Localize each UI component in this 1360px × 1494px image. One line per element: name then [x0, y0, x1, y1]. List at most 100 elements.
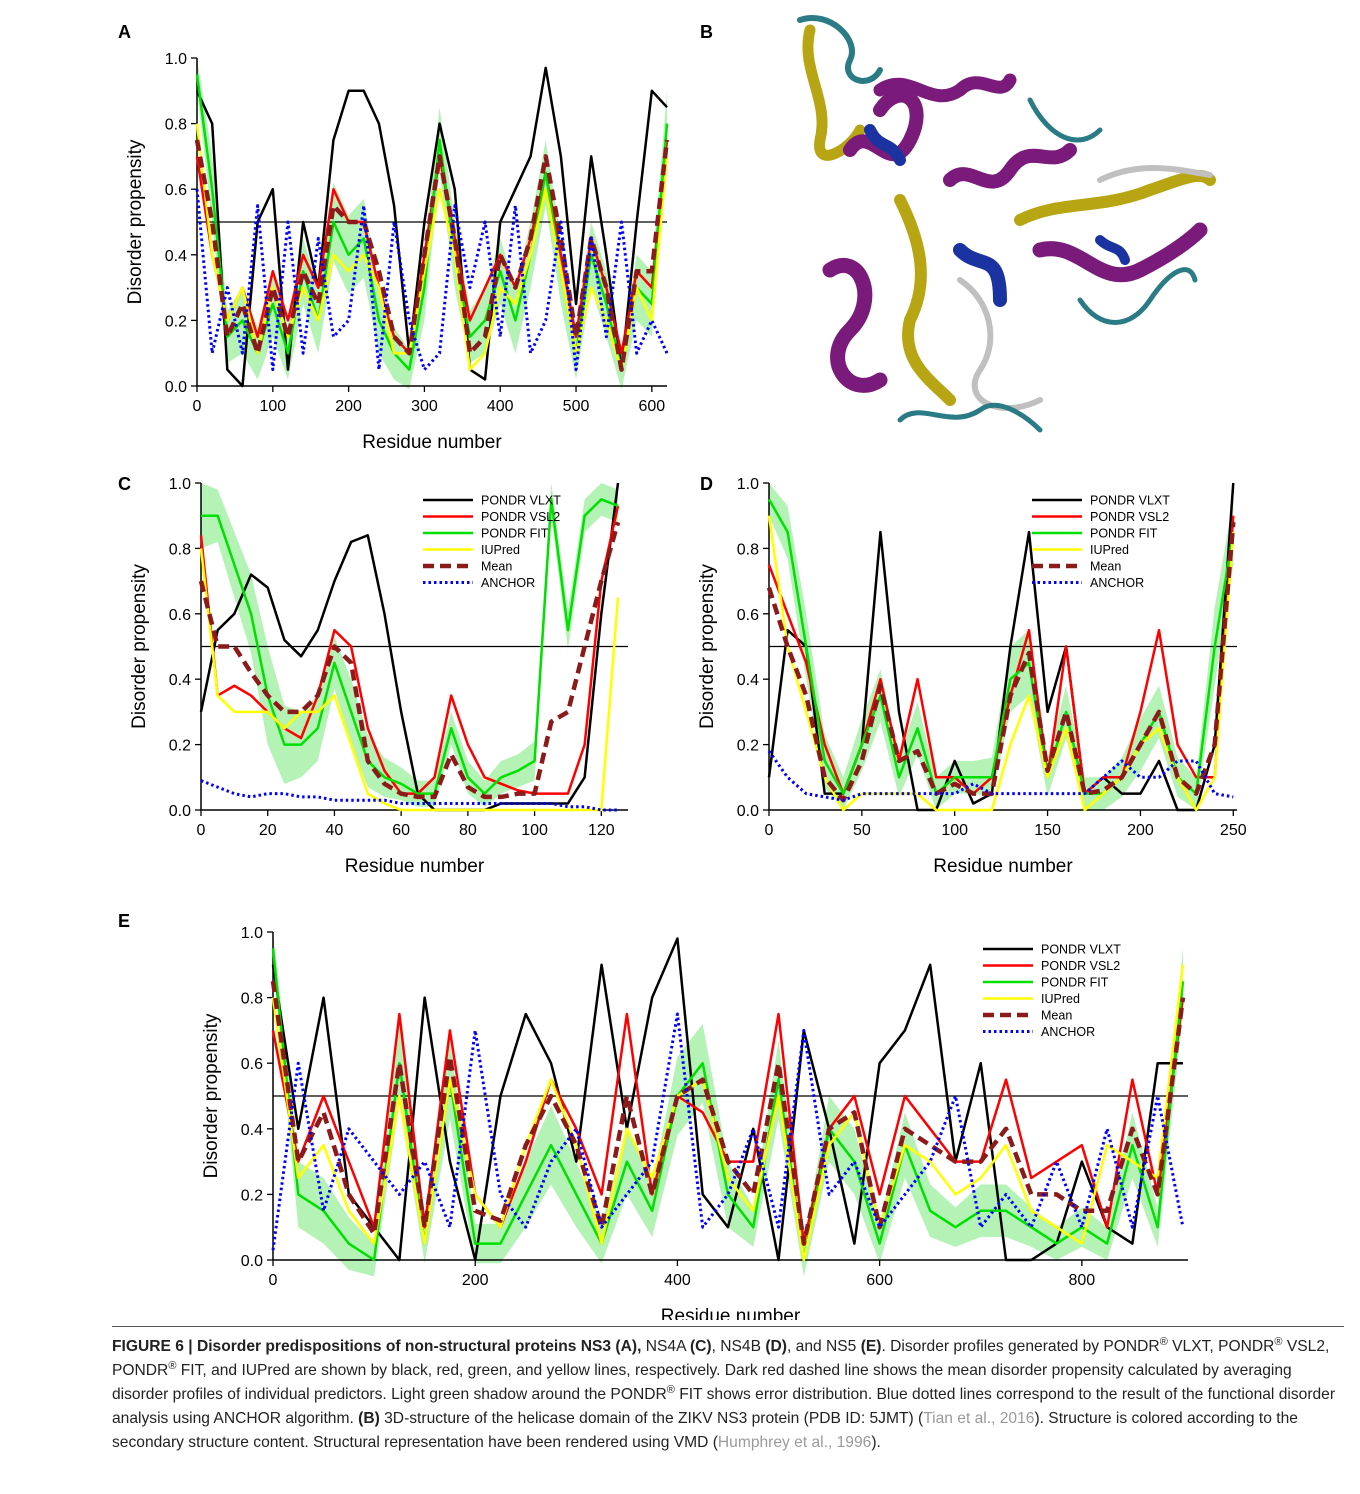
x-axis-label: Residue number: [345, 856, 485, 877]
y-axis-label: Disorder propensity: [697, 564, 718, 729]
y-tick-label: 1.0: [169, 476, 191, 493]
caption-bold: (D): [765, 1338, 787, 1355]
panel-label: C: [118, 474, 131, 494]
x-tick-label: 400: [664, 1272, 691, 1289]
caption-text: , NS4B: [711, 1338, 766, 1355]
caption-sup: ®: [666, 1383, 675, 1396]
series-line: [194, 139, 670, 372]
chart: A 0.0 0.2 0.4 0.6 0.8 1.0 0 100 200 300 400 500 600 Re…: [118, 22, 670, 453]
x-tick-label: 500: [563, 398, 590, 415]
x-tick-label: 40: [326, 822, 344, 839]
chart: C 0.0 0.2 0.4 0.6 0.8 1.0 0 20 40 60 80 100 120 PONDR …: [118, 474, 628, 877]
caption-text: ).: [871, 1434, 881, 1451]
series-line: [200, 779, 618, 812]
series-line: [195, 66, 668, 388]
caption-sup: ®: [168, 1359, 177, 1372]
x-tick-label: 120: [588, 822, 615, 839]
legend-label: Mean: [1041, 1009, 1072, 1023]
caption-text: ). Structure is colored according to the…: [112, 1410, 1298, 1451]
x-tick-label: 800: [1068, 1272, 1095, 1289]
caption-sup: ®: [1274, 1335, 1283, 1348]
legend-label: ANCHOR: [1041, 1025, 1095, 1039]
y-tick-label: 0.4: [737, 672, 759, 689]
legend-label: PONDR VSL2: [1090, 510, 1169, 524]
series-line: [766, 522, 1236, 803]
legend-label: PONDR VSL2: [481, 510, 560, 524]
caption-link[interactable]: Tian et al., 2016: [923, 1410, 1035, 1427]
caption-link[interactable]: Humphrey et al., 1996: [717, 1434, 872, 1451]
y-tick-label: 0.4: [241, 1122, 263, 1139]
y-tick-label: 0.2: [241, 1187, 263, 1204]
y-tick-label: 0.8: [169, 541, 191, 558]
x-tick-label: 400: [487, 398, 514, 415]
caption-text: VSL2, PONDR: [112, 1338, 1330, 1379]
series-line: [271, 937, 1183, 1262]
x-axis-label: Residue number: [362, 432, 502, 453]
x-tick-label: 0: [193, 398, 202, 415]
caption-text: FIT, and IUPred are shown by black, red,…: [112, 1362, 1292, 1403]
x-tick-label: 20: [259, 822, 277, 839]
y-axis-label: Disorder propensity: [125, 139, 146, 304]
legend-label: PONDR VLXT: [1041, 943, 1121, 957]
caption-text: . Disorder profiles generated by PONDR: [881, 1338, 1160, 1355]
y-axis-label: Disorder propensity: [201, 1013, 222, 1178]
x-tick-label: 0: [197, 822, 206, 839]
x-tick-label: 0: [765, 822, 774, 839]
x-tick-label: 600: [638, 398, 665, 415]
legend-label: ANCHOR: [481, 576, 535, 590]
caption-sup: ®: [1159, 1335, 1168, 1348]
chart: E 0.0 0.2 0.4 0.6 0.8 1.0 0 200 400 600 800 PONDR VL…: [118, 911, 1188, 1320]
caption-bold: FIGURE 6 | Disorder predispositions of n…: [112, 1338, 642, 1355]
y-tick-label: 0.0: [169, 803, 191, 820]
x-tick-label: 100: [259, 398, 286, 415]
legend-label: IUPred: [1090, 543, 1129, 557]
legend-label: Mean: [1090, 560, 1121, 574]
caption-text: VLXT, PONDR: [1167, 1338, 1275, 1355]
y-tick-label: 0.2: [169, 738, 191, 755]
x-axis-label: Residue number: [661, 1306, 801, 1320]
y-tick-label: 0.6: [241, 1056, 263, 1073]
legend-label: IUPred: [1041, 992, 1080, 1006]
y-tick-label: 1.0: [737, 476, 759, 493]
y-tick-label: 0.0: [165, 379, 187, 396]
x-tick-label: 150: [1034, 822, 1061, 839]
error-band: [769, 483, 1234, 810]
x-tick-label: 600: [866, 1272, 893, 1289]
y-tick-label: 0.6: [737, 607, 759, 624]
y-tick-label: 0.0: [241, 1253, 263, 1270]
legend-label: PONDR FIT: [1090, 527, 1158, 541]
y-tick-label: 0.6: [165, 182, 187, 199]
legend-label: PONDR FIT: [1041, 976, 1109, 990]
panel-label: D: [700, 474, 713, 494]
series-line: [271, 964, 1185, 1262]
caption-bold: (C): [689, 1338, 712, 1355]
panel-label: A: [118, 22, 131, 42]
y-tick-label: 0.8: [737, 541, 759, 558]
y-tick-label: 0.8: [241, 991, 263, 1008]
y-tick-label: 0.8: [165, 117, 187, 134]
x-axis-label: Residue number: [933, 856, 1073, 877]
series-line: [201, 498, 619, 795]
x-tick-label: 100: [521, 822, 548, 839]
x-tick-label: 100: [941, 822, 968, 839]
y-tick-label: 1.0: [241, 925, 263, 942]
caption-text: , and NS5: [787, 1338, 861, 1355]
legend-label: Mean: [481, 560, 512, 574]
y-tick-label: 0.2: [737, 738, 759, 755]
caption-text: FIT shows error distribution. Blue dotte…: [112, 1386, 1336, 1427]
caption-text: NS4A: [641, 1338, 690, 1355]
panel-label: E: [118, 911, 130, 931]
legend-label: IUPred: [481, 543, 520, 557]
figure: B A0.00.20.40.60.81.00 100 200 300 400 500 600…: [118, 15, 1247, 1320]
y-tick-label: 0.2: [165, 313, 187, 330]
legend-label: PONDR FIT: [481, 527, 549, 541]
x-tick-label: 0: [269, 1272, 278, 1289]
x-tick-label: 80: [459, 822, 477, 839]
series-line: [195, 189, 669, 372]
caption-text: 3D-structure of the helicase domain of t…: [379, 1410, 924, 1427]
x-tick-label: 60: [392, 822, 410, 839]
legend-label: PONDR VLXT: [1090, 494, 1170, 508]
legend-label: ANCHOR: [1090, 576, 1144, 590]
series-line: [270, 980, 1186, 1246]
